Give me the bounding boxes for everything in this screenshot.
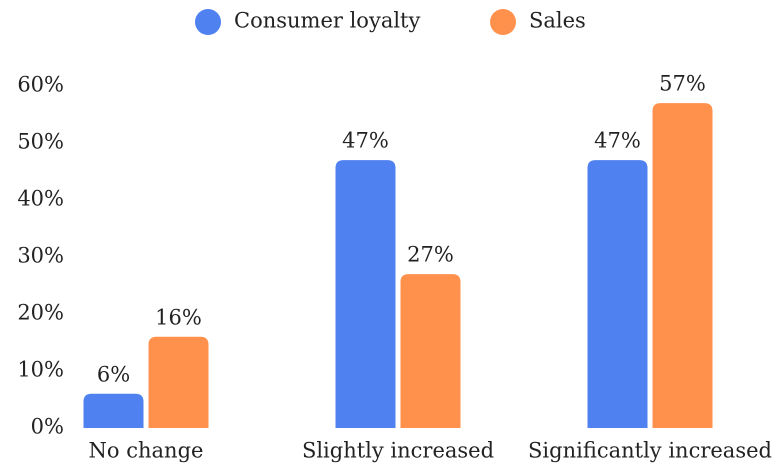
data-label: 16%	[155, 305, 202, 329]
y-tick-label: 10%	[17, 358, 64, 382]
bar	[83, 393, 144, 428]
y-tick-label: 30%	[17, 244, 64, 268]
legend-swatch	[490, 9, 516, 35]
data-label: 6%	[97, 362, 130, 386]
legend-label: Consumer loyalty	[234, 9, 420, 33]
bar	[652, 103, 713, 428]
x-tick-label: Significantly increased	[528, 439, 772, 463]
x-tick-label: No change	[89, 439, 204, 463]
data-label: 27%	[407, 243, 454, 267]
y-tick-label: 40%	[17, 187, 64, 211]
legend-swatch	[195, 9, 221, 35]
bar	[400, 274, 461, 428]
bar	[148, 336, 209, 428]
y-tick-label: 20%	[17, 301, 64, 325]
bar	[587, 160, 648, 428]
y-tick-label: 60%	[17, 73, 64, 97]
y-tick-label: 0%	[31, 415, 64, 439]
legend-label: Sales	[529, 9, 586, 33]
y-tick-label: 50%	[17, 130, 64, 154]
x-tick-label: Slightly increased	[302, 439, 494, 463]
data-label: 47%	[594, 129, 641, 153]
data-label: 57%	[659, 72, 706, 96]
data-label: 47%	[342, 129, 389, 153]
bar	[335, 160, 396, 428]
